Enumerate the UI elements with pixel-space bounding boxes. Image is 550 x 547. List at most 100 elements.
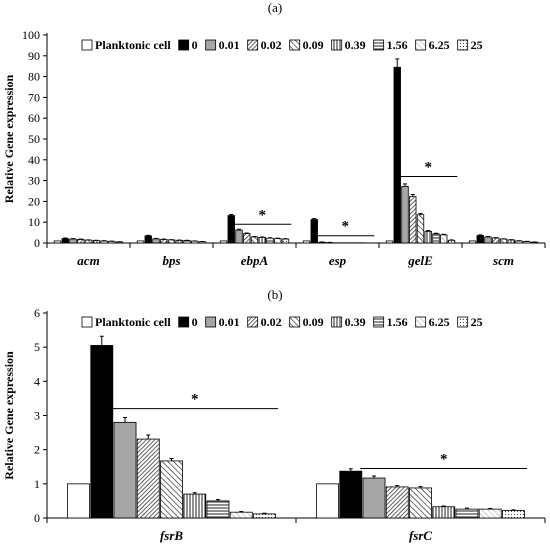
y-tick-label: 1 [34, 477, 40, 491]
bar-a-ebpA-1.56 [266, 237, 274, 244]
y-tick-label: 3 [34, 409, 40, 423]
bar-a-gelE-0.02 [409, 196, 417, 244]
legend-label: Planktonic cell [95, 315, 171, 329]
legend-swatch [331, 316, 343, 328]
y-tick-label: 0 [34, 511, 40, 525]
bar-a-scm-0 [476, 235, 484, 244]
chart-panel-a: 0 10 20 30 40 50 60 70 80 90 100 Relative Gene expr… [2, 28, 546, 268]
bar-b-fsrB-1.56 [206, 500, 230, 519]
bar-b-fsrC-25 [502, 510, 525, 519]
bar-a-scm-0.01 [484, 236, 492, 244]
bar-b-fsrB-Planktonic cell [67, 483, 90, 519]
bar-a-scm-0.02 [492, 237, 500, 244]
legend-label: 0.39 [345, 38, 366, 52]
bar-a-bps-1.56 [183, 240, 191, 244]
bar-b-fsrB-0.39 [183, 493, 207, 519]
bar-b-fsrC-0.01 [362, 477, 386, 519]
significance-star: * [258, 207, 266, 223]
bar-a-acm-0.02 [77, 239, 85, 244]
legend-swatch [289, 39, 301, 51]
y-tick-label: 0 [34, 236, 40, 250]
bar-a-bps-Planktonic cell [136, 240, 145, 244]
significance-star: * [341, 219, 349, 235]
legend-label: 0.02 [261, 315, 282, 329]
legend-label: 6.25 [429, 38, 450, 52]
x-tick-label: acm [77, 253, 99, 268]
bar-a-scm-0.09 [499, 238, 508, 244]
legend-swatch [415, 316, 427, 328]
bar-b-fsrB-0.09 [160, 460, 183, 519]
legend-label: 1.56 [387, 38, 408, 52]
y-tick-label: 20 [28, 194, 40, 208]
bar-a-bps-0 [144, 235, 152, 244]
legend-label: 25 [471, 315, 483, 329]
y-axis-label: Relative Gene expression [2, 74, 16, 203]
y-tick-label: 5 [34, 340, 40, 354]
bar-a-esp-Planktonic cell [302, 240, 311, 244]
bar-b-fsrC-1.56 [455, 508, 479, 519]
legend-swatch [247, 316, 259, 328]
x-tick-label: bps [162, 253, 180, 268]
legend-label: 0 [192, 315, 198, 329]
panel-label-b: (b) [267, 287, 282, 302]
panel-label-a: (a) [268, 0, 282, 15]
significance-star: * [191, 392, 199, 408]
significance-star: * [440, 451, 448, 467]
x-tick-label: esp [329, 253, 347, 268]
bar-a-acm-0.39 [92, 240, 100, 244]
y-tick-label: 4 [34, 374, 40, 388]
bar-b-fsrC-0.39 [432, 506, 456, 519]
y-tick-label: 80 [28, 70, 40, 84]
bar-b-fsrB-0 [90, 345, 114, 519]
legend-swatch [289, 316, 301, 328]
legend-label: Planktonic cell [95, 38, 171, 52]
legend-label: 0.39 [345, 315, 366, 329]
bar-a-esp-0 [310, 219, 318, 244]
y-tick-label: 2 [34, 443, 40, 457]
legend-swatch [81, 39, 93, 51]
bar-a-ebpA-0.39 [258, 236, 266, 244]
y-tick-label: 100 [22, 28, 40, 42]
y-axis-label: Relative Gene expression [2, 351, 16, 480]
x-tick-label: ebpA [241, 253, 269, 268]
y-tick-label: 10 [28, 215, 40, 229]
significance-star: * [424, 159, 432, 175]
bar-a-acm-0 [61, 238, 69, 244]
bar-a-acm-Planktonic cell [53, 240, 62, 244]
y-tick-label: 60 [28, 111, 40, 125]
legend-swatch [373, 316, 385, 328]
bar-a-bps-0.02 [160, 239, 168, 244]
bar-a-scm-1.56 [515, 240, 523, 244]
bar-b-fsrC-6.25 [478, 508, 502, 519]
bar-a-gelE-1.56 [432, 233, 440, 244]
legend-swatch [373, 39, 385, 51]
legend-label: 1.56 [387, 315, 408, 329]
legend-label: 0.02 [261, 38, 282, 52]
bar-a-gelE-0.09 [416, 214, 425, 244]
y-tick-label: 70 [28, 90, 40, 104]
legend-label: 0.01 [219, 38, 240, 52]
bar-a-acm-1.56 [100, 240, 108, 244]
x-tick-label: scm [492, 253, 514, 268]
bar-a-ebpA-Planktonic cell [219, 240, 228, 244]
legend-label: 0.09 [303, 38, 324, 52]
bar-a-acm-0.01 [69, 238, 77, 244]
legend-label: 25 [471, 38, 483, 52]
y-tick-label: 90 [28, 49, 40, 63]
bar-b-fsrB-0.01 [113, 421, 137, 519]
bar-b-fsrC-0.02 [385, 486, 409, 519]
x-tick-label: gelE [407, 253, 433, 268]
legend-label: 0.09 [303, 315, 324, 329]
x-tick-label: fsrC [409, 528, 432, 543]
legend-swatch [178, 316, 190, 328]
bar-a-gelE-Planktonic cell [385, 240, 394, 244]
legend-swatch [415, 39, 427, 51]
y-tick-label: 30 [28, 174, 40, 188]
bar-b-fsrC-0.09 [409, 487, 432, 519]
bar-a-bps-0.01 [152, 238, 160, 244]
chart-panel-b: 0 1 2 3 4 5 6 Relative Gene expression fsrB fsrC *… [2, 306, 546, 543]
bar-b-fsrC-0 [339, 470, 363, 519]
bar-a-ebpA-25 [281, 238, 290, 244]
bar-a-gelE-0 [393, 66, 401, 244]
